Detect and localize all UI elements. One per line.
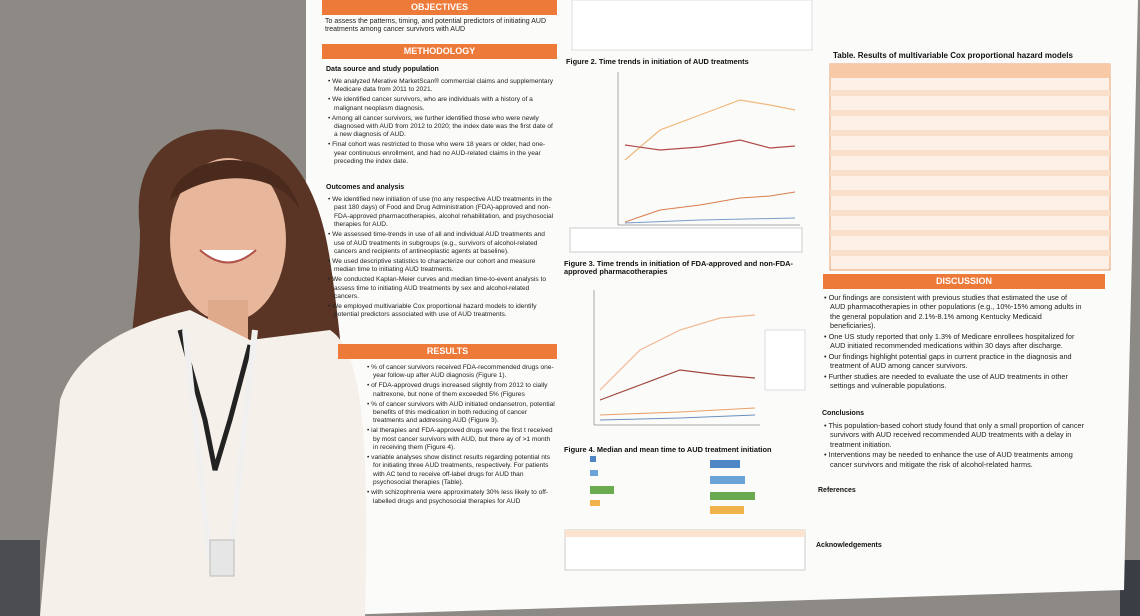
bullet: We conducted Kaplan-Meier curves and med… (326, 276, 554, 301)
bullet: of FDA-approved drugs increased slightly… (365, 382, 555, 399)
bullet-list: % of cancer survivors received FDA-recom… (365, 364, 555, 508)
bullet: We identified cancer survivors, who are … (326, 96, 554, 113)
bullet-list: Our findings are consistent with previou… (822, 293, 1084, 392)
bullet: This population-based cohort study found… (822, 421, 1084, 449)
bullet: We analyzed Merative MarketScan® commerc… (326, 78, 554, 95)
figure-3-chart (593, 290, 806, 426)
bullet: Final cohort was restricted to those who… (326, 141, 554, 166)
subheading: Outcomes and analysis (326, 184, 405, 191)
section-heading: DISCUSSION (823, 274, 1105, 289)
figure-title: Figure 2. Time trends in initiation of A… (566, 57, 749, 66)
bullet: We employed multivariable Cox proportion… (326, 303, 554, 320)
objectives-text: To assess the patterns, timing, and pote… (325, 18, 547, 34)
bullet: We used descriptive statistics to charac… (326, 258, 554, 275)
bullet: Among all cancer survivors, we further i… (326, 115, 554, 140)
figure-title: Figure 4. Median and mean time to AUD tr… (564, 445, 772, 454)
bullet: % of cancer survivors with AUD initiated… (365, 401, 555, 426)
table-title: Table. Results of multivariable Cox prop… (833, 51, 1073, 60)
bullet-list: We analyzed Merative MarketScan® commerc… (326, 78, 554, 168)
section-heading: RESULTS (338, 344, 557, 359)
bullet: ial therapies and FDA-approved drugs wer… (365, 427, 555, 452)
table (829, 63, 1111, 271)
bullet-list: This population-based cohort study found… (822, 421, 1084, 470)
bullet: variable analyses show distinct results … (365, 454, 555, 488)
bullet-list: We identified new initiation of use (no … (326, 196, 554, 321)
subheading: References (818, 487, 856, 494)
subheading: Acknowledgements (816, 542, 882, 549)
floor (1120, 560, 1140, 616)
bullet: Further studies are needed to evaluate t… (822, 372, 1084, 391)
bullet: One US study reported that only 1.3% of … (822, 332, 1084, 351)
section-heading: OBJECTIVES (322, 0, 557, 15)
bullet: Our findings are consistent with previou… (822, 293, 1084, 330)
section-heading: METHODOLOGY (322, 44, 557, 59)
figure-2-chart (569, 0, 813, 253)
bullet: Interventions may be needed to enhance t… (822, 450, 1084, 469)
figure-title: Figure 3. Time trends in initiation of F… (564, 259, 793, 277)
bullet: % of cancer survivors received FDA-recom… (365, 364, 555, 381)
person (40, 129, 367, 616)
figure-4-chart (564, 456, 806, 571)
bullet: We identified new initiation of use (no … (326, 196, 554, 230)
subheading: Conclusions (822, 410, 865, 417)
subheading: Data source and study population (326, 66, 439, 73)
bullet: Our findings highlight potential gaps in… (822, 352, 1084, 371)
floor (0, 540, 40, 616)
bullet: with schizophrenia were approximately 30… (365, 489, 555, 506)
bullet: We assessed time-trends in use of all an… (326, 231, 554, 256)
